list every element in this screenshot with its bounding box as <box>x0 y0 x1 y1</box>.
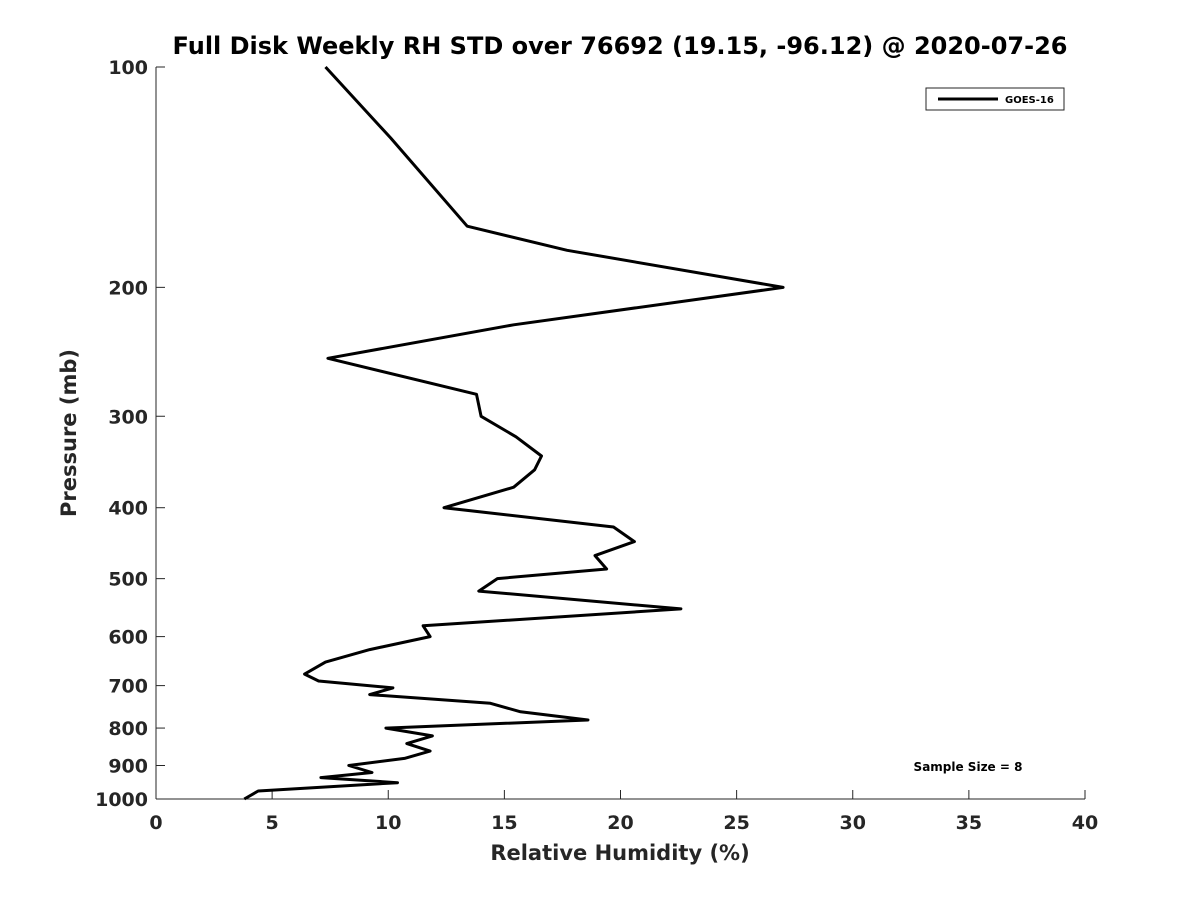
y-ticks: 100 200 300 400 500 600 700 800 900 1000 <box>95 57 165 811</box>
y-tick-label: 100 <box>108 57 148 79</box>
y-tick-label: 700 <box>108 676 148 698</box>
y-tick-label: 1000 <box>95 789 148 811</box>
y-tick-label: 800 <box>108 718 148 740</box>
series-line-goes-16 <box>243 65 785 801</box>
x-tick-label: 30 <box>840 812 866 834</box>
x-tick-label: 10 <box>375 812 401 834</box>
legend: GOES-16 <box>925 87 1065 111</box>
legend-label: GOES-16 <box>1005 95 1054 106</box>
chart-title: Full Disk Weekly RH STD over 76692 (19.1… <box>173 32 1068 60</box>
y-tick-label: 900 <box>108 756 148 778</box>
y-tick-label: 200 <box>108 277 148 299</box>
y-tick-label: 400 <box>108 498 148 520</box>
x-tick-label: 20 <box>607 812 633 834</box>
x-tick-label: 40 <box>1072 812 1098 834</box>
x-tick-label: 15 <box>491 812 517 834</box>
x-tick-label: 5 <box>266 812 279 834</box>
y-tick-label: 500 <box>108 569 148 591</box>
y-tick-label: 300 <box>108 406 148 428</box>
plot-frame <box>155 67 1085 800</box>
sample-size-annotation: Sample Size = 8 <box>914 760 1023 774</box>
x-tick-label: 0 <box>149 812 162 834</box>
y-axis-label: Pressure (mb) <box>57 349 81 517</box>
x-axis-label: Relative Humidity (%) <box>490 841 749 865</box>
x-tick-label: 25 <box>723 812 749 834</box>
y-tick-label: 600 <box>108 627 148 649</box>
x-ticks: 0 5 10 15 20 25 30 35 40 <box>149 790 1098 834</box>
x-tick-label: 35 <box>956 812 982 834</box>
